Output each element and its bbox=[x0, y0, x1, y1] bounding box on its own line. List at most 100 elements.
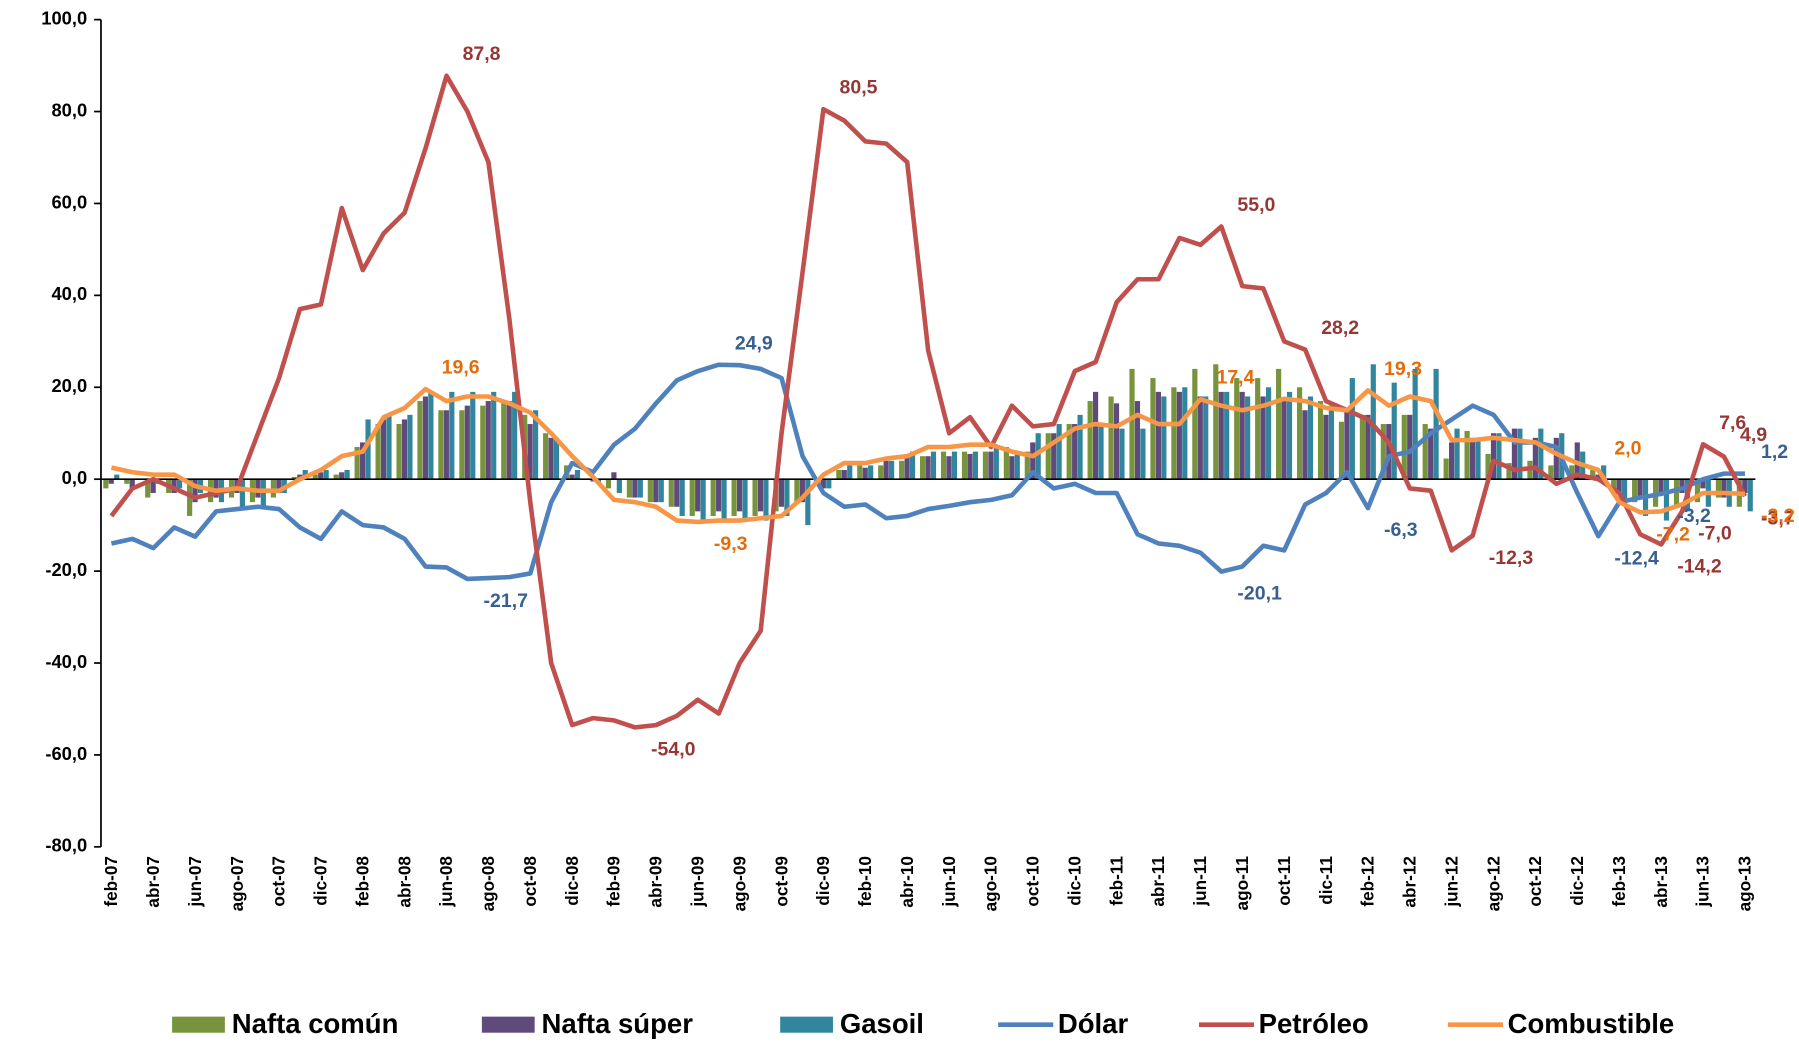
bar bbox=[778, 479, 785, 507]
bar bbox=[1454, 428, 1460, 480]
bar bbox=[1449, 442, 1455, 480]
bar bbox=[1176, 391, 1182, 480]
bar bbox=[1386, 424, 1392, 480]
bar bbox=[1637, 479, 1643, 498]
bar bbox=[1276, 368, 1282, 480]
bar bbox=[857, 465, 863, 480]
bar bbox=[967, 453, 973, 480]
bar bbox=[946, 456, 952, 480]
bar bbox=[674, 479, 680, 507]
y-tick-label: -40,0 bbox=[45, 651, 87, 672]
bar bbox=[1485, 453, 1491, 480]
y-tick-label: 20,0 bbox=[51, 375, 87, 396]
x-tick-label: feb-11 bbox=[1106, 856, 1126, 906]
bar bbox=[1307, 396, 1314, 480]
bar bbox=[736, 479, 743, 512]
bar bbox=[940, 451, 947, 480]
x-tick-label: abr-11 bbox=[1148, 856, 1168, 907]
data-label: 24,9 bbox=[735, 332, 773, 354]
bar bbox=[1658, 479, 1664, 493]
bar bbox=[318, 472, 324, 480]
x-tick-label: oct-08 bbox=[520, 856, 540, 907]
bar bbox=[951, 451, 958, 480]
bar bbox=[716, 479, 722, 512]
x-tick-label: oct-07 bbox=[269, 856, 289, 907]
bar bbox=[1469, 437, 1476, 480]
x-tick-label: feb-09 bbox=[604, 856, 624, 907]
bar bbox=[401, 419, 408, 480]
bar bbox=[569, 474, 575, 480]
bar bbox=[1066, 424, 1072, 480]
bar bbox=[543, 433, 549, 480]
bar bbox=[1234, 378, 1240, 480]
data-label: -12,4 bbox=[1614, 547, 1659, 569]
bar bbox=[1569, 465, 1575, 480]
bar bbox=[1245, 396, 1251, 480]
bar bbox=[799, 479, 805, 503]
bar bbox=[1532, 437, 1538, 480]
bar bbox=[1035, 433, 1041, 480]
bar bbox=[1349, 378, 1355, 480]
bar bbox=[1203, 396, 1209, 480]
bar bbox=[443, 410, 449, 480]
x-tick-label: abr-09 bbox=[646, 856, 666, 908]
bar bbox=[752, 479, 758, 516]
bar bbox=[695, 479, 701, 512]
bar bbox=[1009, 456, 1015, 480]
bar bbox=[1747, 479, 1753, 512]
bar bbox=[904, 456, 910, 480]
bar bbox=[1182, 387, 1188, 480]
x-tick-label: feb-10 bbox=[855, 856, 875, 907]
bar bbox=[1370, 364, 1376, 480]
bar bbox=[1443, 458, 1449, 480]
bar bbox=[344, 469, 350, 480]
x-tick-label: jun-07 bbox=[185, 856, 205, 908]
y-tick-label: -20,0 bbox=[45, 559, 87, 580]
bar bbox=[1030, 442, 1036, 480]
bar bbox=[533, 410, 539, 480]
bar bbox=[1014, 451, 1020, 480]
y-tick-label: -60,0 bbox=[45, 743, 87, 764]
bar bbox=[449, 391, 455, 480]
bar bbox=[1590, 469, 1596, 480]
legend-item: Nafta súper bbox=[481, 1008, 693, 1039]
bar bbox=[930, 451, 937, 480]
bar bbox=[485, 401, 491, 480]
bar bbox=[1548, 465, 1554, 480]
data-label: -14,2 bbox=[1677, 556, 1722, 578]
bar bbox=[1119, 428, 1125, 480]
x-tick-label: abr-13 bbox=[1651, 856, 1671, 908]
bar bbox=[422, 396, 429, 480]
y-tick-label: 60,0 bbox=[51, 191, 87, 212]
x-tick-label: ago-09 bbox=[729, 856, 749, 911]
data-label: -7,2 bbox=[1656, 523, 1690, 545]
bar bbox=[1087, 401, 1093, 480]
bar bbox=[386, 414, 392, 480]
bar bbox=[1072, 424, 1078, 480]
bar bbox=[470, 391, 476, 480]
bar bbox=[501, 401, 507, 480]
data-label: 55,0 bbox=[1237, 194, 1275, 216]
bar bbox=[920, 456, 926, 480]
bar bbox=[1742, 479, 1748, 493]
x-tick-label: oct-10 bbox=[1023, 856, 1043, 907]
data-label: 19,3 bbox=[1384, 358, 1422, 380]
bar bbox=[312, 474, 318, 480]
x-tick-label: dic-08 bbox=[562, 856, 582, 906]
bar bbox=[506, 401, 512, 480]
x-tick-label: dic-10 bbox=[1064, 856, 1084, 906]
bar bbox=[375, 424, 381, 480]
bar bbox=[354, 447, 360, 480]
bar bbox=[1694, 479, 1701, 503]
data-label: 7,6 bbox=[1719, 412, 1746, 434]
bar bbox=[150, 479, 156, 493]
line bbox=[110, 362, 1745, 582]
x-tick-label: ago-13 bbox=[1735, 856, 1755, 911]
bar bbox=[323, 469, 329, 480]
legend-swatch bbox=[481, 1016, 535, 1033]
data-label: -9,3 bbox=[714, 533, 748, 555]
bar bbox=[459, 410, 465, 480]
data-label: -21,7 bbox=[484, 590, 528, 612]
bar bbox=[1113, 403, 1120, 480]
